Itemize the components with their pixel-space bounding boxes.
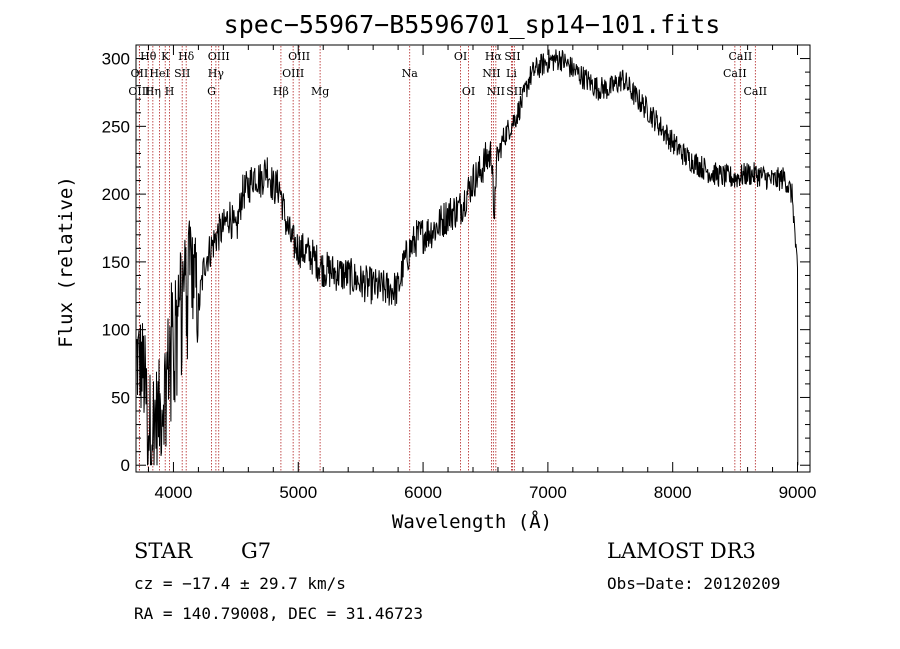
- y-axis-ticks: 0 50 100 150 200 250 300: [102, 50, 810, 475]
- coords-text: RA = 140.79008, DEC = 31.46723: [134, 604, 423, 623]
- chart-title: spec−55967−B5596701_sp14−101.fits: [224, 10, 721, 39]
- y-axis-label: Flux (relative): [55, 176, 77, 348]
- spectral-line-label: SII: [504, 50, 520, 63]
- spectral-line-label: CaII: [729, 50, 753, 63]
- spectral-line-label: NII: [482, 67, 500, 80]
- spectral-line-label: OIII: [208, 50, 230, 63]
- y-tick-label: 150: [102, 253, 130, 272]
- spectral-line-label: Hη: [145, 85, 161, 98]
- plot-frame: [135, 44, 811, 473]
- spectral-line-label: CaII: [743, 85, 767, 98]
- spectral-line-label: SII: [506, 85, 522, 98]
- object-subclass: G7: [241, 539, 271, 563]
- redshift-text: cz = −17.4 ± 29.7 km/s: [134, 574, 346, 593]
- x-axis-label: Wavelength (Å): [392, 510, 552, 533]
- spectrum-series: [135, 49, 799, 466]
- spectral-line-label: SII: [174, 67, 190, 80]
- survey-name: LAMOST DR3: [607, 539, 756, 563]
- x-tick-label: 5000: [279, 483, 317, 502]
- y-tick-label: 50: [111, 388, 130, 407]
- spectral-line-label: Na: [402, 67, 419, 80]
- spectral-line-label: Hθ: [140, 50, 157, 63]
- spectral-line-label: Li: [506, 67, 517, 80]
- spectral-line-label: G: [207, 85, 216, 98]
- x-tick-label: 9000: [779, 483, 817, 502]
- spectral-line-label: HeI: [149, 67, 169, 80]
- y-tick-label: 300: [102, 50, 130, 69]
- x-axis-ticks: 4000 5000 6000 7000 8000 9000: [147, 45, 817, 502]
- obs-date-text: Obs−Date: 20120209: [607, 574, 780, 593]
- spectral-line-label: OIII: [128, 85, 150, 98]
- y-tick-label: 200: [102, 185, 130, 204]
- y-tick-label: 250: [102, 117, 130, 136]
- x-tick-label: 7000: [529, 483, 567, 502]
- spectral-line-label: Hγ: [208, 67, 225, 80]
- object-class: STAR: [134, 539, 193, 563]
- x-tick-label: 8000: [654, 483, 692, 502]
- spectral-line-label: OII: [131, 67, 149, 80]
- x-tick-label: 4000: [155, 483, 193, 502]
- spectral-line-label: Hδ: [178, 50, 195, 63]
- y-tick-label: 0: [121, 456, 130, 475]
- spectral-line-label: OI: [454, 50, 467, 63]
- spectral-line-label: H: [165, 85, 175, 98]
- spectral-line-label: OIII: [288, 50, 310, 63]
- x-tick-label: 6000: [404, 483, 442, 502]
- spectral-line-label: K: [161, 50, 170, 63]
- spectral-line-label: OIII: [282, 67, 304, 80]
- spectral-line-markers: [138, 46, 756, 471]
- spectral-line-label: OI: [462, 85, 475, 98]
- spectral-line-label: NII: [487, 85, 505, 98]
- y-tick-label: 100: [102, 321, 130, 340]
- spectral-line-label: Mg: [311, 85, 329, 98]
- spectral-line-label: Hα: [485, 50, 503, 63]
- spectral-line-label: Hβ: [273, 85, 289, 98]
- spectral-line-label: CaII: [723, 67, 747, 80]
